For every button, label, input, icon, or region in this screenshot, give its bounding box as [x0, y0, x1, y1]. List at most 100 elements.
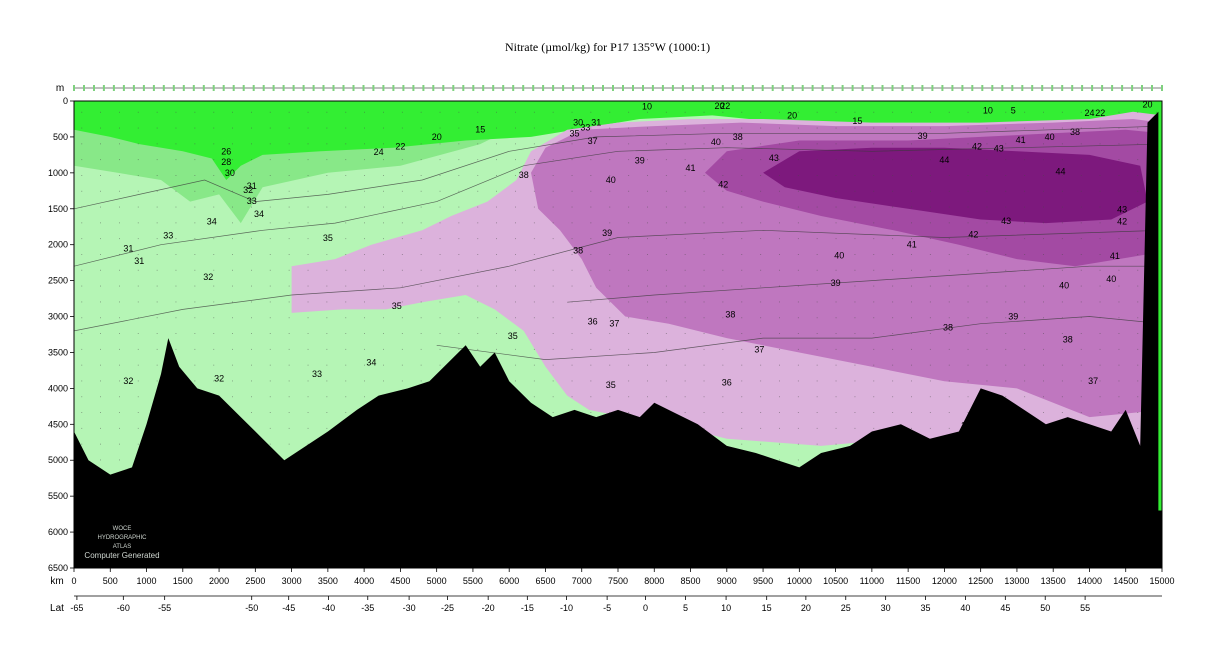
contour-label: 38: [733, 132, 743, 142]
contour-label: 31: [247, 181, 257, 191]
lat-tick-label: -65: [70, 603, 83, 613]
contour-label: 43: [1117, 205, 1127, 215]
x-tick-label: 7500: [608, 576, 628, 586]
x-tick-label: 7000: [572, 576, 592, 586]
contour-label: 10: [642, 102, 652, 112]
contour-label: 20: [1142, 100, 1152, 110]
contour-label: 42: [1117, 217, 1127, 227]
x-tick-label: 3000: [282, 576, 302, 586]
lat-tick-label: 15: [762, 603, 772, 613]
x-tick-label: 5500: [463, 576, 483, 586]
contour-label: 35: [392, 301, 402, 311]
contour-label: 10: [983, 105, 993, 115]
contour-label: 30: [573, 118, 583, 128]
contour-label: 39: [602, 228, 612, 238]
contour-label: 5: [1011, 105, 1016, 115]
contour-label: 24: [374, 147, 384, 157]
y-tick-label: 1000: [48, 168, 68, 178]
x-tick-label: 15000: [1149, 576, 1174, 586]
x-tick-label: 14000: [1077, 576, 1102, 586]
contour-label: 40: [1106, 274, 1116, 284]
y-tick-label: 6500: [48, 563, 68, 573]
lat-tick-label: -15: [521, 603, 534, 613]
contour-line-4: [436, 316, 1162, 360]
lat-tick-label: -40: [322, 603, 335, 613]
contour-label: 42: [718, 179, 728, 189]
contour-label: 22: [720, 101, 730, 111]
contour-label: 39: [831, 278, 841, 288]
watermark-line: HYDROGRAPHIC: [97, 535, 147, 541]
x-tick-label: 8000: [644, 576, 664, 586]
contour-label: 40: [711, 137, 721, 147]
contour-label: 38: [943, 322, 953, 332]
contour-label: 36: [588, 317, 598, 327]
x-tick-label: 0: [71, 576, 76, 586]
contour-label: 43: [769, 153, 779, 163]
contour-label: 20: [432, 132, 442, 142]
contour-label: 32: [243, 185, 253, 195]
contour-label: 24: [1084, 108, 1094, 118]
x-tick-label: 11500: [896, 576, 920, 586]
contour-label: 26: [221, 146, 231, 156]
contour-label: 37: [961, 421, 971, 431]
contour-label: 32: [214, 373, 224, 383]
y-tick-label: 4000: [48, 383, 68, 393]
y-tick-label: 0: [63, 96, 68, 106]
contour-label: 31: [591, 118, 601, 128]
contour-label: 41: [685, 163, 695, 173]
x-tick-label: 6500: [535, 576, 555, 586]
contour-label: 34: [207, 217, 217, 227]
edge-strip: [1158, 101, 1162, 511]
x-tick-label: 9000: [717, 576, 737, 586]
y-tick-label: 5000: [48, 455, 68, 465]
contour-label: 38: [573, 245, 583, 255]
contour-line-3: [74, 125, 1162, 210]
x-tick-label: 11000: [860, 576, 884, 586]
contour-label: 37: [588, 136, 598, 146]
contour-label: 35: [606, 380, 616, 390]
y-unit-label: m: [56, 83, 64, 94]
contour-label: 33: [312, 369, 322, 379]
contour-label: 42: [972, 141, 982, 151]
x-tick-label: 6000: [499, 576, 519, 586]
lat-tick-label: 25: [841, 603, 851, 613]
y-tick-label: 1500: [48, 204, 68, 214]
y-tick-label: 500: [53, 132, 68, 142]
lat-tick-label: 5: [683, 603, 688, 613]
x-tick-label: 1000: [137, 576, 157, 586]
contour-label: 38: [1063, 335, 1073, 345]
contour-label: 40: [834, 251, 844, 261]
ocean-bottom: [74, 108, 1162, 568]
x-tick-label: 4000: [354, 576, 374, 586]
x-tick-label: 500: [103, 576, 118, 586]
lat-tick-label: -60: [117, 603, 130, 613]
contour-label: 39: [635, 156, 645, 166]
y-tick-label: 4500: [48, 419, 68, 429]
y-tick-label: 3500: [48, 347, 68, 357]
lat-tick-label: -20: [482, 603, 495, 613]
watermark-line: WOCE: [113, 526, 132, 532]
contour-label: 41: [907, 240, 917, 250]
contour-label: 40: [1045, 132, 1055, 142]
watermark-line: ATLAS: [113, 544, 132, 550]
watermark-line: Computer Generated: [84, 551, 159, 560]
region-surface-green: [74, 101, 1162, 180]
y-tick-label: 5500: [48, 491, 68, 501]
x-tick-label: 13000: [1004, 576, 1029, 586]
contour-label: 20: [714, 101, 724, 111]
contour-label: 41: [1110, 251, 1120, 261]
lat-tick-label: -45: [282, 603, 295, 613]
contour-label: 44: [1055, 166, 1065, 176]
contour-label: 37: [754, 345, 764, 355]
x-tick-label: 9500: [753, 576, 773, 586]
lat-tick-label: -25: [441, 603, 454, 613]
x-tick-label: 12000: [932, 576, 957, 586]
contour-label: 38: [519, 170, 529, 180]
contour-label: 33: [580, 123, 590, 133]
lat-tick-label: 40: [960, 603, 970, 613]
contour-label: 40: [606, 175, 616, 185]
x-tick-label: 13500: [1041, 576, 1066, 586]
